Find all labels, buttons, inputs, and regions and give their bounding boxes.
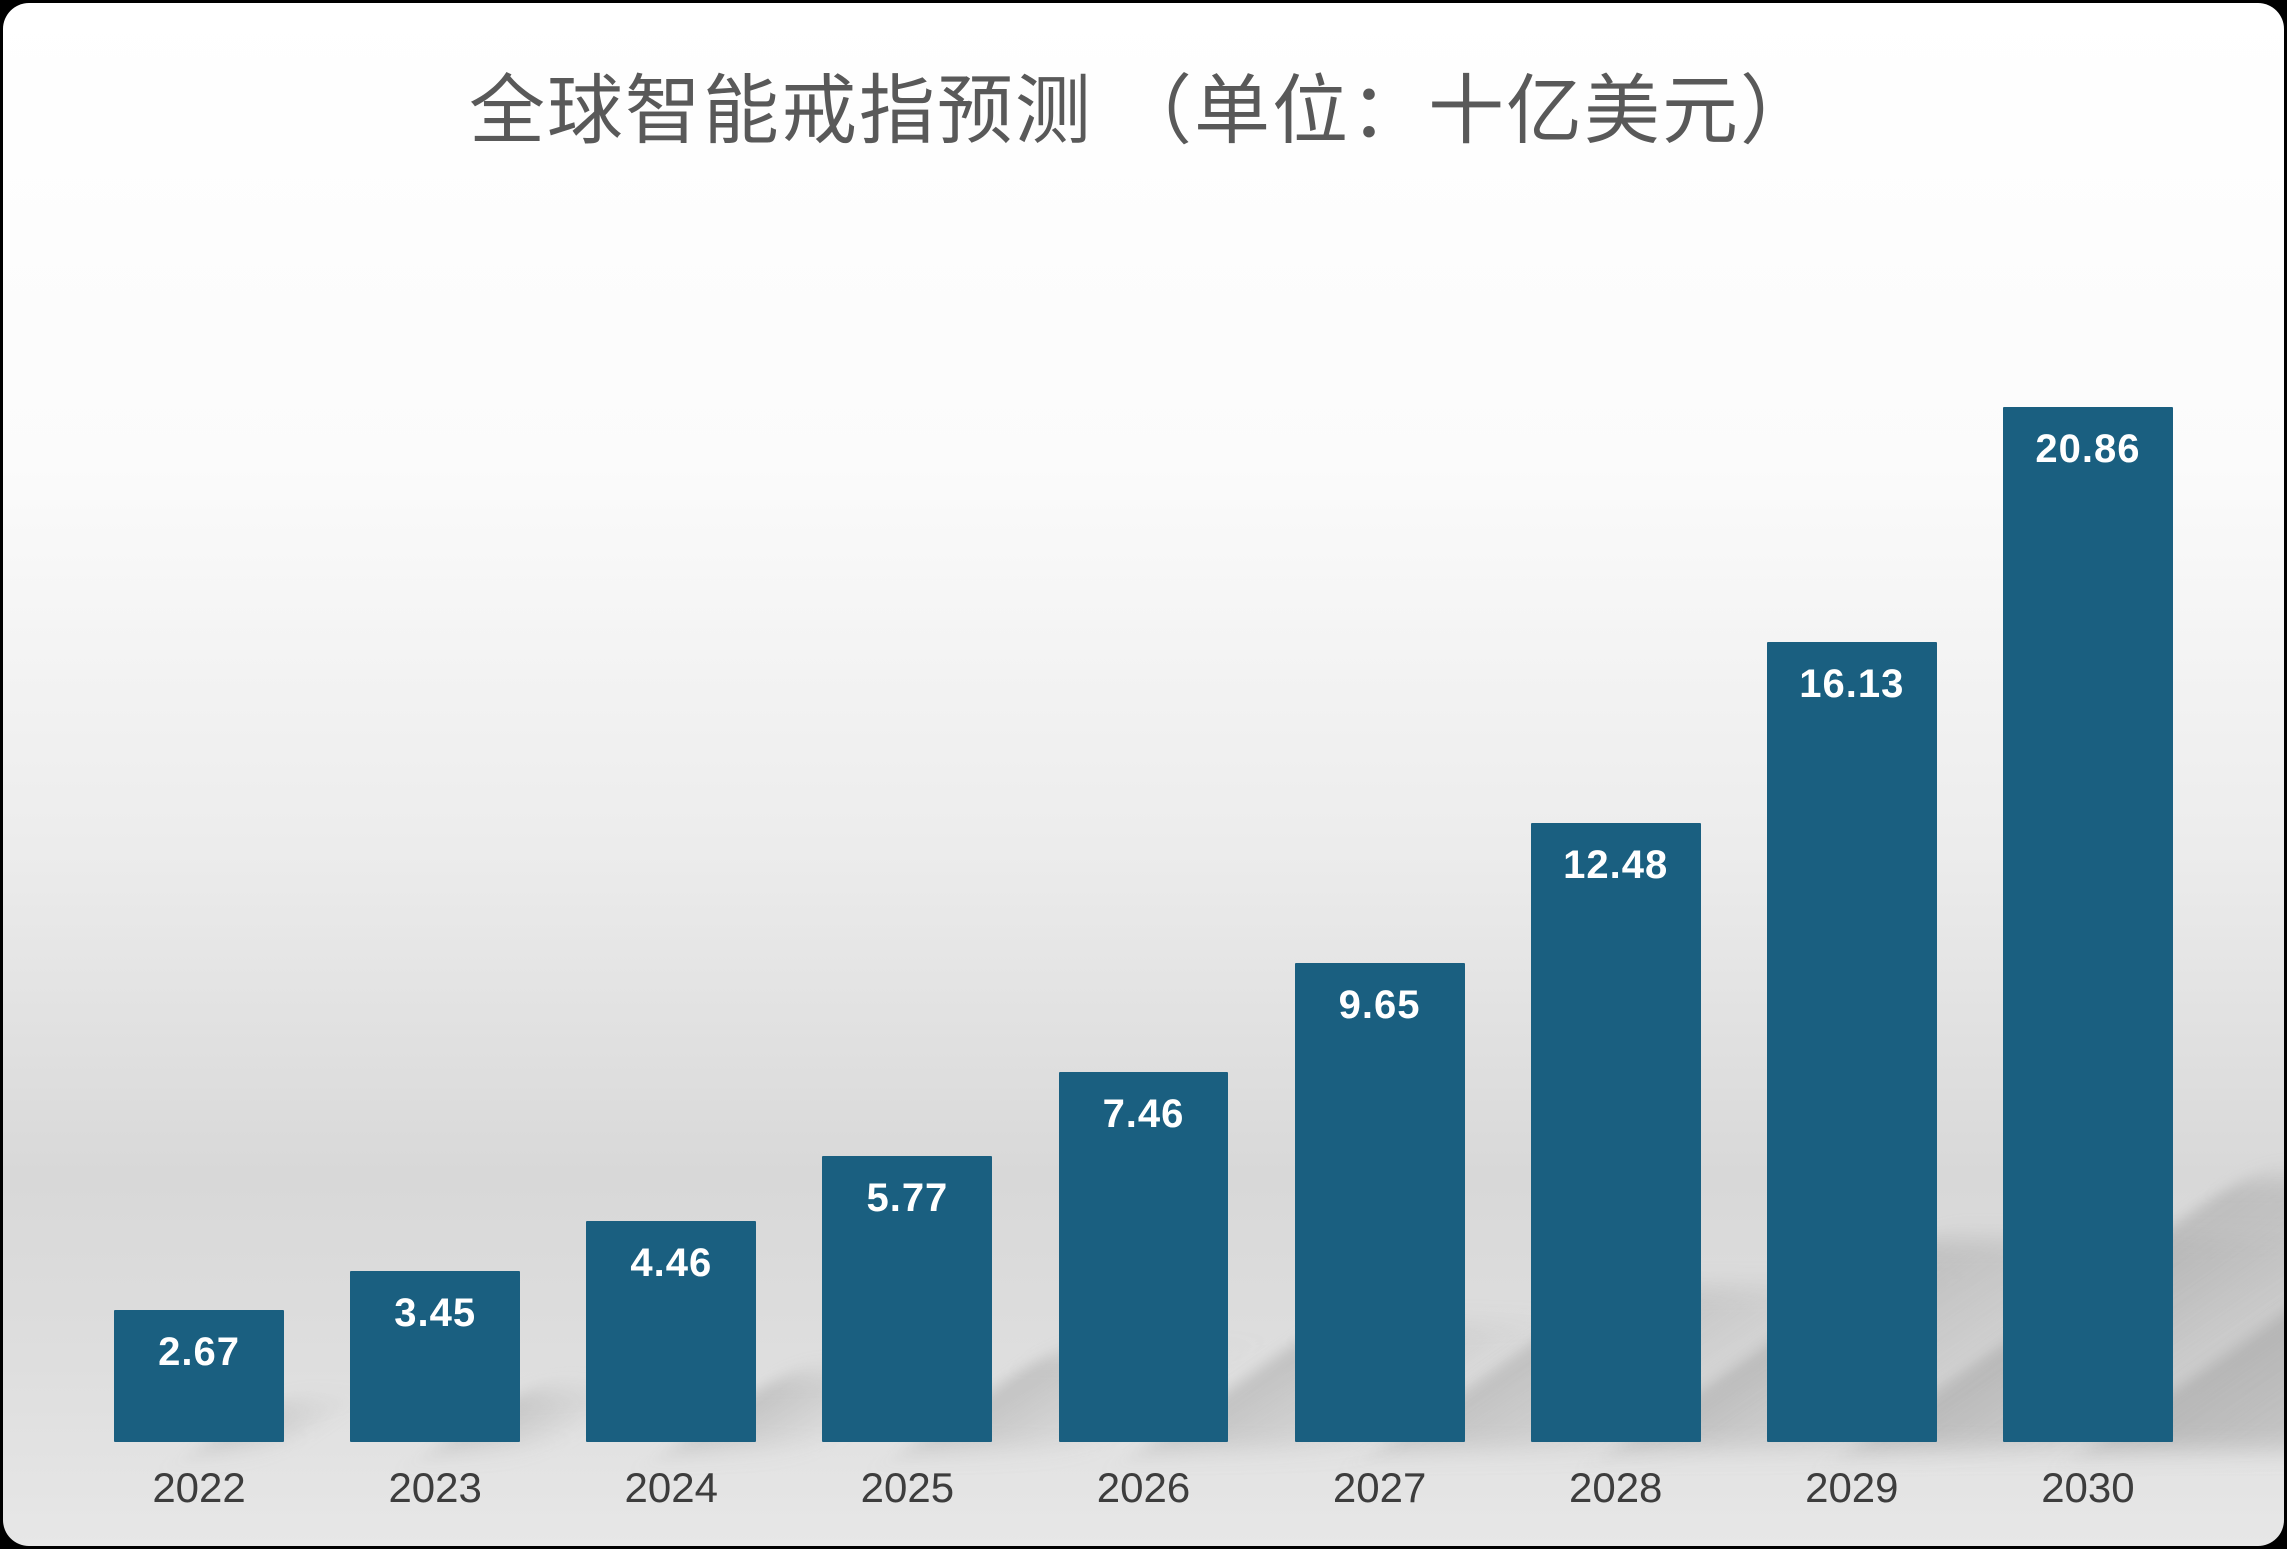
x-axis-label: 2030 bbox=[2041, 1464, 2135, 1511]
bar-column: 12.48 2028 bbox=[1498, 407, 2284, 1511]
bar-value-label: 16.13 bbox=[1799, 661, 1905, 706]
bar-column: 2.67 2022 bbox=[81, 407, 376, 1511]
bar-value-label: 4.46 bbox=[630, 1240, 713, 1285]
bar-column: 3.45 2023 bbox=[317, 407, 664, 1511]
x-axis-label: 2024 bbox=[624, 1464, 718, 1511]
x-axis-label: 2026 bbox=[1096, 1464, 1191, 1511]
bar-chart: 2.67 2022 3.45 2023 4.46 2024 5.77 2025 7.46 2026… bbox=[81, 407, 2284, 1511]
bar: 9.65 bbox=[1294, 963, 1465, 1442]
bar: 7.46 bbox=[1058, 1071, 1229, 1442]
x-axis-label: 2025 bbox=[860, 1464, 955, 1511]
bar-column: 16.13 2029 bbox=[1734, 407, 2284, 1511]
bar: 4.46 bbox=[586, 1220, 757, 1442]
bar-value-label: 20.86 bbox=[2035, 427, 2141, 471]
bar-value-label: 12.48 bbox=[1563, 842, 1669, 887]
chart-title: 全球智能戒指预测 （单位：十亿美元） bbox=[468, 69, 1819, 154]
x-axis-label: 2028 bbox=[1568, 1464, 1663, 1511]
bar-column: 9.65 2027 bbox=[1262, 407, 2020, 1511]
bar-value-label: 9.65 bbox=[1338, 983, 1421, 1028]
bar-column: 4.46 2024 bbox=[553, 407, 967, 1511]
bar-value-label: 5.77 bbox=[866, 1175, 949, 1220]
x-axis-label: 2022 bbox=[152, 1464, 246, 1511]
bar: 2.67 bbox=[114, 1309, 285, 1442]
bar: 20.86 bbox=[2002, 407, 2173, 1442]
x-axis-label: 2023 bbox=[388, 1464, 482, 1511]
x-axis-label: 2029 bbox=[1805, 1464, 1899, 1511]
bar-value-label: 2.67 bbox=[158, 1329, 240, 1374]
bar: 12.48 bbox=[1530, 822, 1701, 1442]
bar-column: 20.86 2030 bbox=[1970, 407, 2284, 1511]
bar: 5.77 bbox=[822, 1155, 993, 1442]
bar: 16.13 bbox=[1766, 641, 1937, 1442]
bar-value-label: 3.45 bbox=[394, 1290, 477, 1335]
bar-column: 5.77 2025 bbox=[789, 407, 1290, 1511]
bar-value-label: 7.46 bbox=[1102, 1091, 1185, 1136]
bar: 3.45 bbox=[350, 1270, 521, 1442]
chart-card: 全球智能戒指预测 （单位：十亿美元） 2.67 2022 3.45 2023 4.46 2… bbox=[3, 3, 2284, 1546]
x-axis-label: 2027 bbox=[1332, 1464, 1427, 1511]
bar-column: 7.46 2026 bbox=[1025, 407, 1638, 1511]
